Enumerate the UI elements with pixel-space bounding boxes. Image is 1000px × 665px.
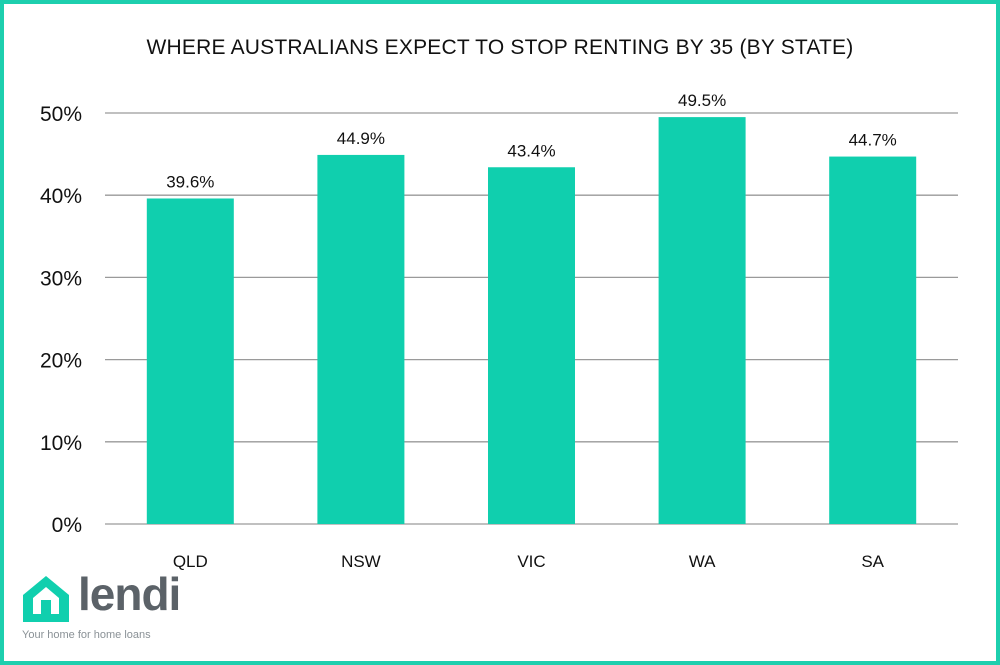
y-tick-label: 20% (40, 350, 82, 373)
bar (658, 117, 746, 525)
x-tick-label: NSW (341, 552, 381, 571)
chart-title: WHERE AUSTRALIANS EXPECT TO STOP RENTING… (146, 36, 854, 59)
x-tick-label: SA (861, 552, 884, 571)
logo-wordmark: lendi (78, 568, 181, 620)
y-tick-label: 10% (40, 432, 82, 455)
x-tick-label: QLD (173, 552, 208, 571)
bar (829, 156, 917, 525)
data-label: 49.5% (678, 91, 726, 110)
bar (146, 198, 234, 524)
bar (488, 167, 575, 524)
data-label: 44.7% (849, 131, 897, 150)
y-tick-label: 40% (40, 185, 82, 208)
x-tick-label: VIC (517, 552, 545, 571)
house-icon (23, 576, 69, 622)
logo-tagline: Your home for home loans (22, 629, 151, 641)
bar (317, 154, 405, 524)
y-tick-label: 0% (52, 514, 82, 537)
x-tick-label: WA (689, 552, 716, 571)
data-label: 44.9% (337, 129, 385, 148)
y-tick-label: 50% (40, 103, 82, 126)
y-tick-label: 30% (40, 267, 82, 290)
lendi-logo: lendi Your home for home loans (20, 568, 190, 645)
data-label: 43.4% (507, 141, 555, 160)
data-label: 39.6% (166, 172, 214, 191)
